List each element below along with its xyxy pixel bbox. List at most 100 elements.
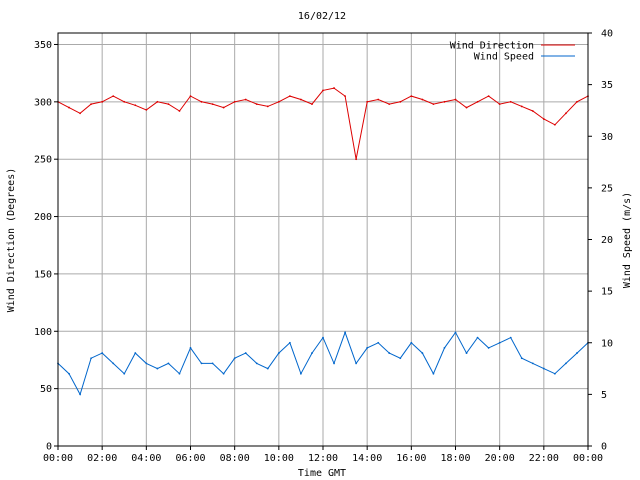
x-tick-label: 08:00 <box>220 453 250 464</box>
wind-direction-point <box>156 100 159 103</box>
wind-direction-point <box>333 87 335 89</box>
x-tick-label: 02:00 <box>87 453 117 464</box>
wind-direction-point <box>476 100 479 103</box>
wind-direction-point <box>300 98 302 101</box>
wind-speed-point <box>222 372 225 375</box>
x-tick-label: 22:00 <box>529 453 559 464</box>
wind-speed-point <box>156 367 159 370</box>
y-left-tick-label: 50 <box>40 384 52 395</box>
wind-speed-point <box>101 352 104 354</box>
wind-speed-point <box>421 352 424 354</box>
wind-speed-point <box>167 362 170 365</box>
x-tick-label: 20:00 <box>485 453 515 464</box>
wind-direction-point <box>410 95 413 97</box>
wind-speed-point <box>399 357 402 360</box>
wind-direction-point <box>344 95 346 97</box>
wind-direction-point <box>432 103 435 106</box>
wind-speed-point <box>123 372 126 375</box>
y-left-tick-label: 0 <box>46 442 52 453</box>
wind-speed-point <box>498 341 501 344</box>
x-tick-label: 00:00 <box>43 453 73 464</box>
x-tick-label: 16:00 <box>396 453 426 464</box>
wind-direction-point <box>288 95 291 97</box>
wind-direction-point <box>189 95 192 97</box>
wind-direction-point <box>509 100 512 103</box>
wind-direction-point <box>178 110 181 112</box>
wind-direction-point <box>531 110 534 112</box>
wind-direction-point <box>200 100 203 103</box>
wind-direction-point <box>421 98 424 101</box>
wind-speed-point <box>388 352 391 354</box>
wind-direction-point <box>233 100 236 103</box>
wind-speed-point <box>112 362 115 365</box>
y-left-tick-label: 250 <box>34 155 52 166</box>
wind-direction-point <box>322 89 324 92</box>
x-tick-label: 10:00 <box>264 453 294 464</box>
legend-label: Wind Direction <box>450 41 534 52</box>
wind-direction-point <box>112 95 115 97</box>
wind-speed-point <box>565 362 567 365</box>
wind-direction-point <box>222 106 225 109</box>
wind-direction-point <box>79 112 81 115</box>
wind-speed-point <box>300 372 302 375</box>
y-right-tick-label: 30 <box>601 132 613 143</box>
wind-direction-point <box>465 106 468 109</box>
wind-speed-point <box>288 341 291 344</box>
wind-direction-point <box>101 100 104 103</box>
wind-direction-point <box>443 100 446 103</box>
wind-speed-point <box>90 357 93 360</box>
wind-speed-point <box>266 367 269 370</box>
wind-speed-point <box>542 367 545 370</box>
y-right-tick-label: 5 <box>601 390 607 401</box>
wind-speed-point <box>134 352 137 354</box>
wind-speed-point <box>520 357 523 360</box>
wind-speed-point <box>311 352 313 354</box>
wind-direction-point <box>145 108 148 111</box>
y-right-tick-label: 15 <box>601 287 613 298</box>
wind-speed-point <box>189 347 192 349</box>
y-right-tick-label: 10 <box>601 338 613 349</box>
wind-speed-point <box>476 336 479 339</box>
wind-speed-point <box>509 336 512 339</box>
legend-label: Wind Speed <box>474 52 534 63</box>
wind-direction-point <box>167 103 170 106</box>
wind-direction-point <box>498 103 501 106</box>
x-tick-label: 12:00 <box>308 453 338 464</box>
wind-speed-point <box>432 372 435 375</box>
wind-direction-point <box>311 103 313 106</box>
wind-speed-point <box>410 341 413 344</box>
wind-speed-point <box>355 362 358 365</box>
wind-speed-point <box>277 352 280 354</box>
wind-speed-point <box>233 357 236 360</box>
wind-direction-point <box>454 98 457 101</box>
wind-speed-point <box>255 362 258 365</box>
x-tick-label: 04:00 <box>131 453 161 464</box>
y-right-tick-label: 0 <box>601 442 607 453</box>
wind-direction-point <box>388 103 391 106</box>
wind-direction-point <box>244 98 247 101</box>
y-left-tick-label: 350 <box>34 40 52 51</box>
wind-speed-point <box>465 352 468 354</box>
y-axis-left-label: Wind Direction (Degrees) <box>6 168 17 313</box>
wind-speed-point <box>377 341 380 344</box>
wind-direction-point <box>520 105 523 108</box>
wind-speed-point <box>145 362 148 365</box>
wind-speed-point <box>200 362 203 365</box>
y-right-tick-label: 20 <box>601 235 613 246</box>
axes-labels: 00:00 02:00 04:00 06:00 08:00 10:00 12:00 14:00… <box>34 29 613 465</box>
wind-speed-point <box>344 331 346 334</box>
y-left-tick-label: 100 <box>34 327 52 338</box>
wind-direction-point <box>377 98 380 101</box>
y-left-tick-label: 200 <box>34 212 52 223</box>
wind-direction-point <box>277 100 280 103</box>
wind-speed-point <box>553 372 556 375</box>
x-tick-label: 00:00 <box>573 453 603 464</box>
x-tick-label: 14:00 <box>352 453 382 464</box>
wind-direction-point <box>576 100 578 103</box>
wind-speed-point <box>487 347 490 349</box>
wind-speed-point <box>211 362 214 365</box>
grid <box>57 33 589 447</box>
wind-speed-point <box>333 362 335 365</box>
wind-speed-point <box>366 347 369 349</box>
